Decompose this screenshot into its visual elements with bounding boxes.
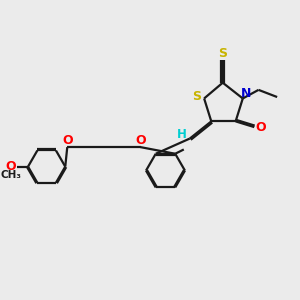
Text: N: N — [241, 87, 252, 100]
Text: CH₃: CH₃ — [0, 169, 21, 180]
Text: O: O — [256, 121, 266, 134]
Text: O: O — [62, 134, 73, 147]
Text: O: O — [135, 134, 146, 147]
Text: O: O — [5, 160, 16, 173]
Text: H: H — [177, 128, 187, 141]
Text: S: S — [193, 90, 202, 103]
Text: S: S — [218, 47, 227, 60]
